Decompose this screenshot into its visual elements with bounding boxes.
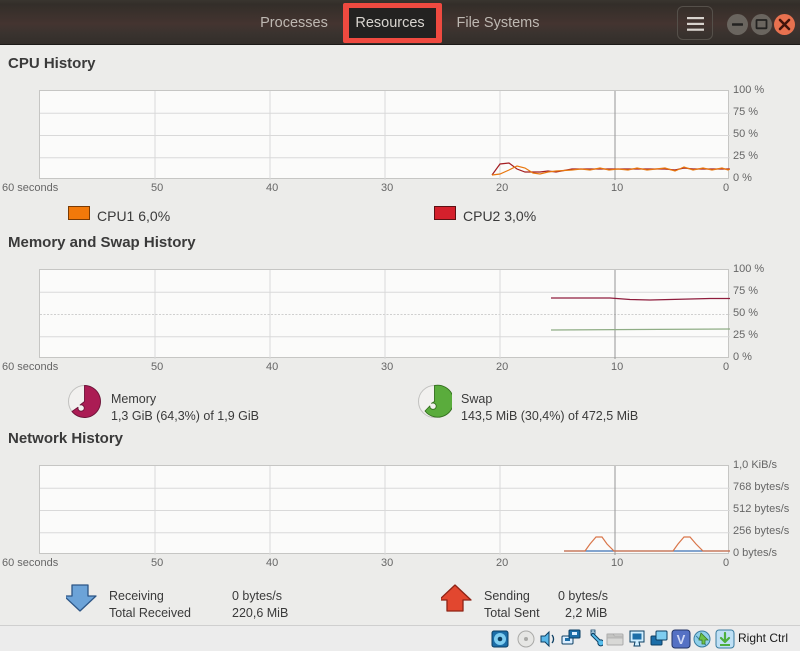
svg-text:V: V (677, 632, 686, 647)
